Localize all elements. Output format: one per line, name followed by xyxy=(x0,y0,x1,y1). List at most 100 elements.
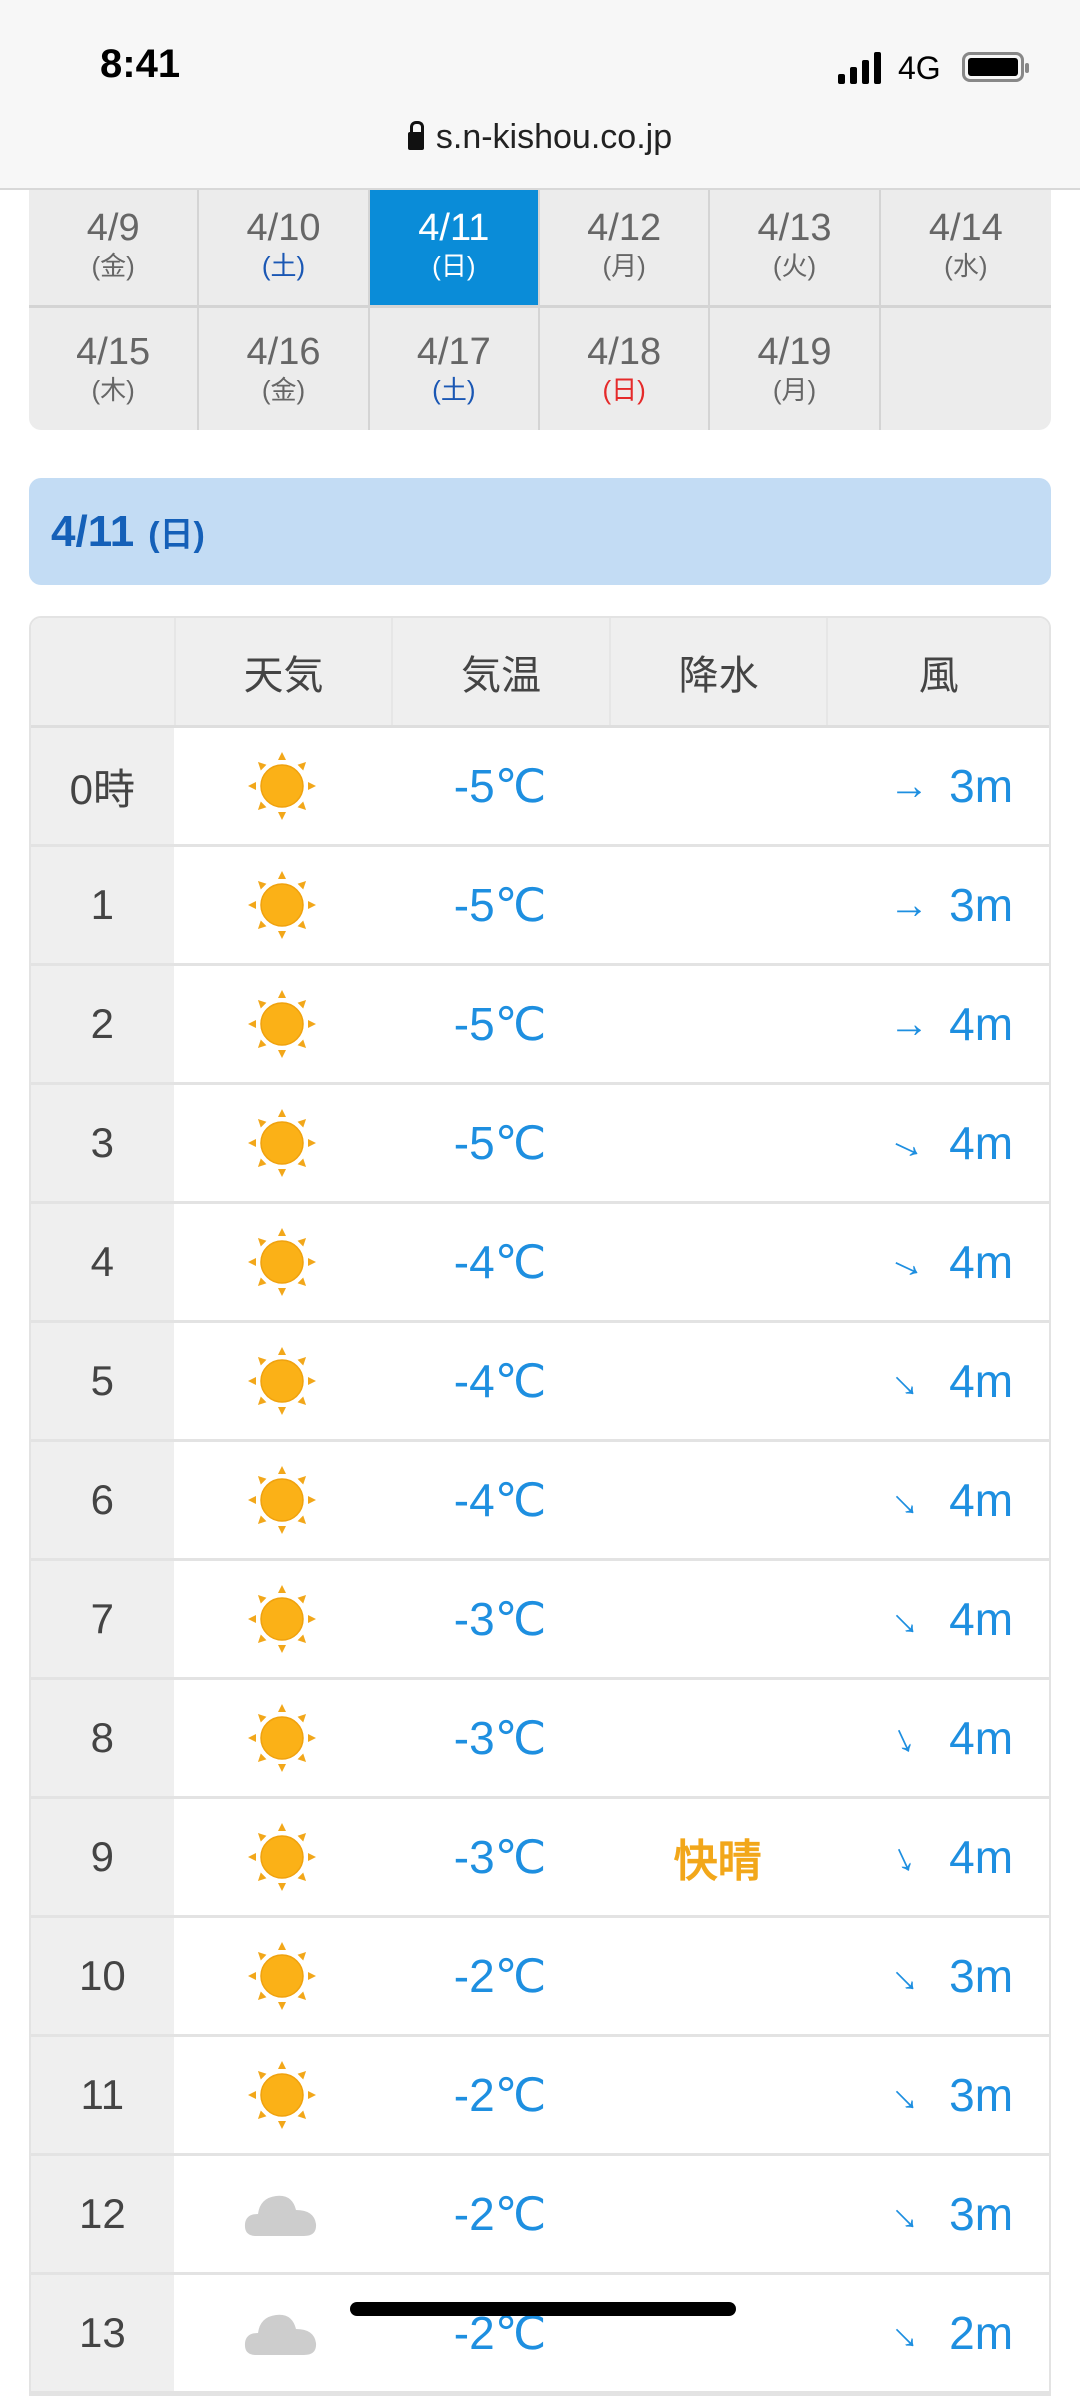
temperature: -5℃ xyxy=(453,1117,547,1169)
hour-label: 6 xyxy=(31,1442,174,1558)
date-tab-4-15[interactable]: 4/15 (木) xyxy=(29,308,200,430)
sun-icon xyxy=(174,1442,392,1558)
wind-arrow-icon: → xyxy=(881,1114,937,1171)
precipitation xyxy=(609,2156,827,2272)
temperature: -3℃ xyxy=(453,1831,547,1883)
wind-arrow-icon: → xyxy=(879,2064,940,2125)
wind: → 4m xyxy=(826,1561,1049,1677)
hour-label: 3 xyxy=(31,1085,174,1201)
wind-speed: 2m xyxy=(949,2307,1014,2359)
date-tab-4-18[interactable]: 4/18 (日) xyxy=(540,308,711,430)
column-header: 降水 xyxy=(608,618,827,725)
date-tab-4-10[interactable]: 4/10 (土) xyxy=(199,160,370,308)
wind: → 4m xyxy=(826,966,1049,1082)
column-header: 天気 xyxy=(173,618,392,725)
weekday-label: (木) xyxy=(91,375,135,405)
signal-icon xyxy=(838,52,881,84)
date-tab-4-12[interactable]: 4/12 (月) xyxy=(539,160,711,308)
wind-arrow-icon: → xyxy=(879,1469,940,1530)
date-label: 4/14 xyxy=(928,207,1003,249)
wind: → 2m xyxy=(826,2275,1049,2391)
date-tab-4-14[interactable]: 4/14 (水) xyxy=(880,160,1051,308)
hourly-forecast-table: 天気 気温 降水風 0時 -5℃ → 3m 1 -5℃ → 3m 2 -5℃ → 4m 3 -5… xyxy=(29,616,1051,2396)
day-heading: 4/11 (日) xyxy=(29,478,1051,585)
wind-arrow-icon: → xyxy=(879,1945,940,2006)
sun-icon xyxy=(174,1918,392,2034)
cloud-icon xyxy=(174,2156,392,2272)
date-tab-4-13[interactable]: 4/13 (火) xyxy=(710,160,881,308)
date-label: 4/11 xyxy=(418,207,490,249)
date-label: 4/15 xyxy=(76,331,151,373)
weekday-label: (金) xyxy=(91,251,135,281)
wind: → 4m xyxy=(826,1442,1049,1558)
date-tab-4-17[interactable]: 4/17 (土) xyxy=(370,308,540,430)
wind-speed: 4m xyxy=(949,1593,1014,1645)
precipitation xyxy=(609,1918,827,2034)
wind-speed: 4m xyxy=(949,1831,1014,1883)
precipitation xyxy=(609,1561,827,1677)
wind-speed: 4m xyxy=(949,998,1014,1050)
sun-icon xyxy=(174,1204,392,1320)
wind-speed: 3m xyxy=(949,2188,1014,2240)
wind-arrow-icon: → xyxy=(879,2302,940,2363)
table-row: 13 -2℃ → 2m xyxy=(31,2275,1049,2394)
hour-label: 2 xyxy=(31,966,174,1082)
weekday-label: (日) xyxy=(432,251,476,281)
empty-cell xyxy=(881,308,1051,430)
weekday-label: (火) xyxy=(772,251,817,281)
table-row: 4 -4℃ → 4m xyxy=(31,1204,1049,1323)
temperature: -5℃ xyxy=(453,760,547,812)
table-header: 天気 気温 降水風 xyxy=(31,618,1049,728)
date-tab-4-9[interactable]: 4/9 (金) xyxy=(29,160,200,308)
weekday-label: (金) xyxy=(261,375,306,405)
sun-icon xyxy=(174,966,392,1082)
temperature: -3℃ xyxy=(453,1593,547,1645)
date-tab-4-19[interactable]: 4/19 (月) xyxy=(710,308,881,430)
day-heading-date: 4/11 xyxy=(51,506,135,556)
sun-icon xyxy=(174,1561,392,1677)
wind: → 3m xyxy=(826,1918,1049,2034)
weekday-label: (土) xyxy=(261,251,306,281)
hour-label: 8 xyxy=(31,1680,174,1796)
hour-label: 12 xyxy=(31,2156,174,2272)
date-tab-4-16[interactable]: 4/16 (金) xyxy=(199,308,370,430)
table-row: 6 -4℃ → 4m xyxy=(31,1442,1049,1561)
precipitation xyxy=(609,847,827,963)
hour-label: 4 xyxy=(31,1204,174,1320)
wind-arrow-icon: → xyxy=(879,1350,940,1411)
network-type: 4G xyxy=(898,50,941,86)
wind-arrow-icon: → xyxy=(881,1829,938,1885)
home-indicator[interactable] xyxy=(350,2302,736,2316)
wind-speed: 3m xyxy=(949,2069,1014,2121)
hour-label: 1 xyxy=(31,847,174,963)
table-row: 1 -5℃ → 3m xyxy=(31,847,1049,966)
table-row: 7 -3℃ → 4m xyxy=(31,1561,1049,1680)
table-row: 8 -3℃ → 4m xyxy=(31,1680,1049,1799)
date-selector: 4/9 (金) 4/10 (土) 4/11 (日) 4/12 (月) 4/13 (火) 4/14 (水… xyxy=(29,160,1051,430)
weekday-label: (日) xyxy=(602,375,646,405)
temperature: -4℃ xyxy=(453,1355,547,1407)
table-row: 5 -4℃ → 4m xyxy=(31,1323,1049,1442)
wind-speed: 4m xyxy=(949,1474,1014,1526)
wind-speed: 3m xyxy=(949,760,1014,812)
wind: → 4m xyxy=(826,1204,1049,1320)
clock: 8:41 xyxy=(100,42,181,86)
weekday-label: (水) xyxy=(944,251,988,281)
wind-speed: 4m xyxy=(949,1117,1014,1169)
temperature: -5℃ xyxy=(453,879,547,931)
wind-speed: 4m xyxy=(949,1712,1014,1764)
wind-speed: 3m xyxy=(949,879,1014,931)
sun-icon xyxy=(174,2037,392,2153)
precipitation xyxy=(609,2037,827,2153)
precipitation xyxy=(609,1680,827,1796)
temperature: -3℃ xyxy=(453,1712,547,1764)
temperature: -2℃ xyxy=(453,2188,547,2240)
precipitation: 快晴 xyxy=(673,1837,762,1886)
precipitation xyxy=(609,1085,827,1201)
hour-label: 0時 xyxy=(31,728,174,844)
date-label: 4/18 xyxy=(587,331,662,373)
wind-arrow-icon: → xyxy=(879,2183,940,2244)
wind: → 4m xyxy=(826,1085,1049,1201)
wind: → 3m xyxy=(826,728,1049,844)
address-bar[interactable]: s.n-kishou.co.jp xyxy=(0,118,1080,157)
